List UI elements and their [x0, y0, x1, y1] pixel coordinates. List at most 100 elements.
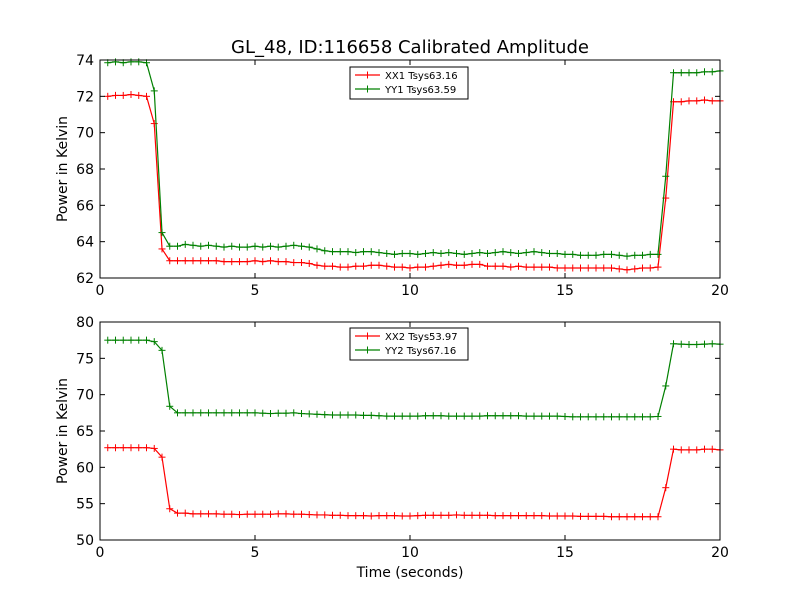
y-tick-label: 72 [76, 89, 94, 105]
data-point [290, 409, 298, 417]
data-point [166, 402, 174, 410]
data-point [135, 336, 143, 344]
data-point [693, 97, 701, 105]
data-point [701, 68, 708, 76]
data-point [104, 444, 112, 452]
data-point [205, 409, 212, 417]
data-point [344, 411, 352, 419]
data-point [708, 97, 716, 105]
data-point [662, 382, 670, 390]
data-point [561, 412, 569, 420]
data-point [693, 446, 701, 454]
data-point [546, 249, 553, 257]
data-point [197, 510, 205, 518]
data-point [693, 69, 701, 77]
data-point [220, 258, 228, 266]
data-point [391, 263, 398, 271]
data-point [623, 413, 631, 421]
data-point [646, 413, 654, 421]
x-tick-label: 5 [251, 283, 260, 299]
x-tick-label: 20 [711, 545, 729, 561]
data-point [561, 250, 569, 258]
data-point [639, 413, 646, 421]
data-point [546, 412, 553, 420]
data-point [445, 412, 453, 420]
data-point [437, 261, 445, 269]
data-point [158, 245, 166, 253]
data-point [406, 249, 414, 257]
data-point [685, 446, 693, 454]
x-tick-label: 0 [96, 283, 105, 299]
data-point [429, 249, 437, 257]
data-point [336, 263, 344, 271]
data-point [360, 411, 367, 419]
data-point [236, 511, 243, 519]
data-point [414, 263, 422, 271]
data-point [112, 58, 119, 66]
data-point [112, 444, 119, 452]
data-point [282, 258, 290, 266]
x-tick-label: 5 [251, 545, 260, 561]
data-point [530, 512, 538, 520]
data-point [267, 510, 274, 518]
data-point [228, 258, 236, 266]
data-point [406, 264, 414, 272]
data-point [522, 249, 530, 257]
data-point [677, 446, 685, 454]
data-point [654, 412, 662, 420]
data-point [499, 512, 507, 520]
data-point [569, 413, 577, 421]
data-point [631, 413, 639, 421]
data-point [608, 413, 615, 421]
data-point [491, 249, 499, 257]
data-point [484, 262, 491, 270]
y-tick-label: 50 [76, 533, 94, 549]
data-point [189, 510, 197, 518]
data-point [305, 511, 313, 519]
data-point [499, 248, 507, 256]
data-point [321, 262, 329, 270]
data-point [158, 346, 166, 354]
data-point [150, 338, 158, 346]
legend-label: YY1 Tsys63.59 [384, 85, 456, 96]
data-point [476, 412, 484, 420]
data-point [383, 262, 391, 270]
data-point [491, 262, 499, 270]
data-point [352, 512, 360, 520]
data-point [453, 412, 460, 420]
data-point [414, 250, 422, 258]
data-point [561, 512, 569, 520]
data-point [476, 260, 484, 268]
data-point [119, 444, 127, 452]
data-point [414, 512, 422, 520]
data-point [181, 509, 189, 517]
data-point [119, 91, 127, 99]
data-point [484, 412, 491, 420]
data-point [212, 257, 220, 265]
data-point [313, 261, 321, 269]
data-point [274, 243, 282, 251]
data-point [166, 257, 174, 265]
data-point [352, 411, 360, 419]
data-point [507, 249, 515, 257]
legend-label: XX1 Tsys63.16 [385, 71, 458, 82]
y-tick-label: 70 [76, 126, 94, 142]
data-point [158, 453, 166, 461]
data-point [205, 241, 212, 249]
data-point [600, 512, 608, 520]
data-point [251, 510, 259, 518]
y-tick-label: 80 [76, 315, 94, 331]
data-point [546, 263, 553, 271]
data-point [290, 510, 298, 518]
data-point [174, 409, 181, 417]
data-point [437, 249, 445, 257]
data-point [515, 512, 522, 520]
data-point [600, 250, 608, 258]
data-point [685, 341, 693, 349]
data-point [174, 242, 181, 250]
data-point [453, 261, 460, 269]
data-point [236, 409, 243, 417]
data-point [104, 336, 112, 344]
data-point [406, 512, 414, 520]
data-point [708, 68, 716, 76]
